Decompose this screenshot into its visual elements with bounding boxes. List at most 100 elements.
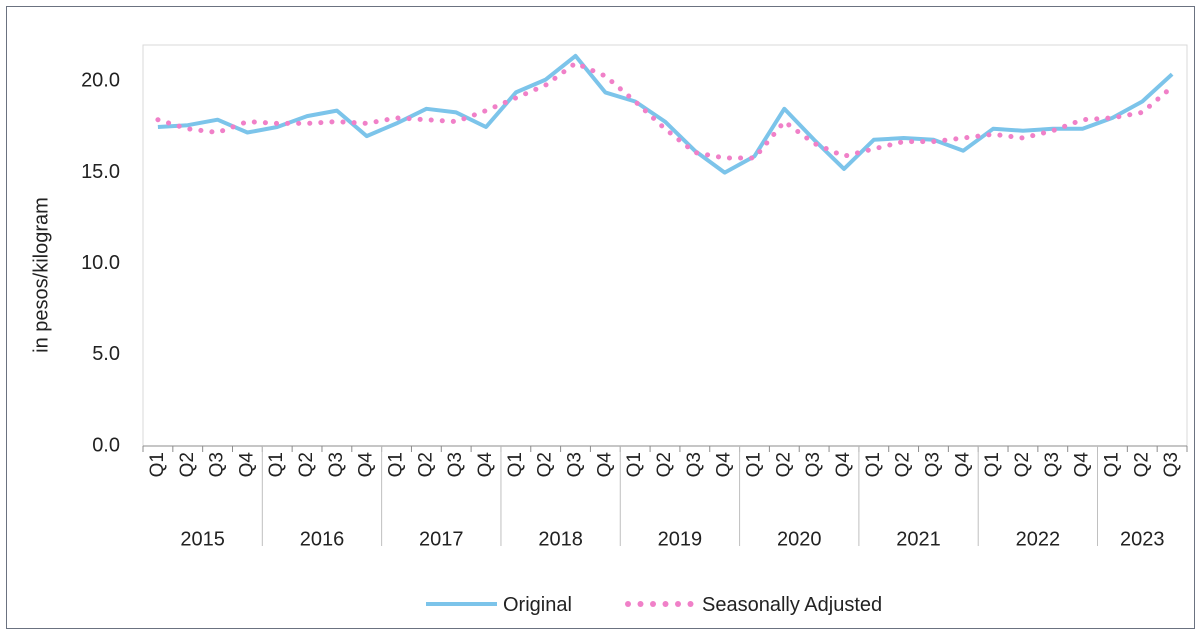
seasonally-adjusted-point: [1141, 111, 1143, 113]
x-tick-label: Q3: [207, 452, 228, 477]
original-point: [336, 110, 338, 112]
x-tick-label: Q3: [684, 452, 705, 477]
x-tick-label: Q2: [654, 452, 675, 477]
seasonally-adjusted-point: [276, 122, 278, 124]
original-point: [515, 91, 517, 93]
original-point: [396, 122, 398, 124]
x-tick-label: Q4: [236, 452, 257, 478]
x-tick-label: Q1: [624, 452, 645, 477]
seasonally-adjusted-point: [575, 62, 577, 64]
y-tick-label: 10.0: [81, 252, 120, 274]
year-label: 2021: [896, 528, 941, 550]
seasonally-adjusted-point: [217, 131, 219, 133]
seasonally-adjusted-point: [1171, 86, 1173, 88]
seasonally-adjusted-point: [485, 110, 487, 112]
year-label: 2015: [180, 528, 225, 550]
x-tick-label: Q3: [803, 452, 824, 477]
original-point: [724, 172, 726, 174]
seasonally-adjusted-point: [932, 141, 934, 143]
seasonally-adjusted-point: [1052, 130, 1054, 132]
y-tick-label: 5.0: [92, 343, 120, 365]
x-tick-label: Q1: [982, 452, 1003, 477]
seasonally-adjusted-point: [873, 148, 875, 150]
x-tick-label: Q1: [386, 452, 407, 477]
year-label: 2022: [1016, 528, 1061, 550]
legend-original-label: Original: [503, 594, 572, 616]
seasonally-adjusted-point: [545, 84, 547, 86]
year-label: 2020: [777, 528, 822, 550]
original-point: [1171, 73, 1173, 75]
seasonally-adjusted-point: [843, 155, 845, 157]
x-tick-label: Q3: [326, 452, 347, 477]
x-tick-label: Q2: [893, 452, 914, 477]
seasonally-adjusted-point: [396, 117, 398, 119]
x-tick-label: Q1: [744, 452, 765, 477]
original-point: [575, 55, 577, 57]
original-point: [1082, 128, 1084, 130]
original-point: [157, 126, 159, 128]
x-tick-label: Q4: [594, 452, 615, 478]
x-tick-label: Q4: [714, 452, 735, 478]
legend-seasonally-adjusted-label: Seasonally Adjusted: [702, 594, 882, 616]
legend-dot: [662, 601, 669, 607]
x-tick-label: Q2: [296, 452, 317, 477]
original-point: [664, 121, 666, 123]
y-tick-label: 0.0: [92, 434, 120, 456]
x-tick-label: Q1: [1101, 452, 1122, 477]
y-axis-label: in pesos/kilogram: [30, 197, 52, 353]
x-tick-label: Q1: [147, 452, 168, 477]
original-point: [485, 126, 487, 128]
y-tick-label: 20.0: [81, 70, 120, 92]
x-tick-label: Q1: [863, 452, 884, 477]
x-tick-label: Q2: [535, 452, 556, 477]
legend-seasonally-adjusted-swatch: [625, 601, 694, 607]
year-label: 2018: [538, 528, 583, 550]
x-tick-label: Q4: [475, 452, 496, 478]
x-tick-label: Q3: [1161, 452, 1182, 477]
seasonally-adjusted-point: [515, 97, 517, 99]
year-label: 2019: [658, 528, 703, 550]
x-tick-label: Q1: [505, 452, 526, 477]
seasonally-adjusted-point: [664, 128, 666, 130]
y-axis-ticks: 0.0 5.0 10.0 15.0 20.0: [81, 70, 120, 457]
original-point: [187, 124, 189, 126]
seasonally-adjusted-point: [246, 121, 248, 123]
legend-dot: [625, 601, 631, 607]
seasonally-adjusted-point: [634, 101, 636, 103]
seasonally-adjusted-point: [306, 122, 308, 124]
seasonally-adjusted-point: [1082, 119, 1084, 121]
x-axis: Q1 Q2 Q3 Q4 Q1 Q2 Q3 Q4 Q1 Q2 Q3 Q4 Q1 Q2 Q3 Q4 Q1 Q2 Q3 Q4…: [142, 445, 1188, 550]
original-point: [276, 126, 278, 128]
original-point: [1022, 130, 1024, 132]
legend-dot: [650, 601, 656, 607]
seasonally-adjusted-point: [1111, 117, 1113, 119]
legend-dot: [637, 601, 644, 607]
seasonally-adjusted-point: [187, 128, 189, 130]
seasonally-adjusted-point: [694, 152, 696, 154]
seasonally-adjusted-point: [425, 119, 427, 121]
x-tick-label: Q2: [1131, 452, 1152, 477]
original-point: [604, 91, 606, 93]
seasonally-adjusted-point: [724, 157, 726, 159]
x-tick-label: Q2: [177, 452, 198, 477]
legend: Original Seasonally Adjusted: [426, 594, 882, 616]
original-point: [962, 150, 964, 152]
legend-dot: [675, 601, 681, 607]
original-point: [783, 108, 785, 110]
x-tick-label: Q3: [565, 452, 586, 477]
year-label: 2017: [419, 528, 464, 550]
series-layer: [155, 53, 1175, 175]
x-tick-label: Q1: [266, 452, 287, 477]
seasonally-adjusted-point: [783, 121, 785, 123]
seasonally-adjusted-point: [157, 119, 159, 121]
original-point: [873, 139, 875, 141]
x-tick-label: Q2: [1012, 452, 1033, 477]
seasonally-adjusted-point: [992, 133, 994, 135]
original-point: [455, 111, 457, 113]
x-tick-label: Q3: [922, 452, 943, 477]
y-tick-label: 15.0: [81, 161, 120, 183]
original-point: [217, 119, 219, 121]
year-label: 2016: [300, 528, 345, 550]
original-point: [246, 131, 248, 133]
